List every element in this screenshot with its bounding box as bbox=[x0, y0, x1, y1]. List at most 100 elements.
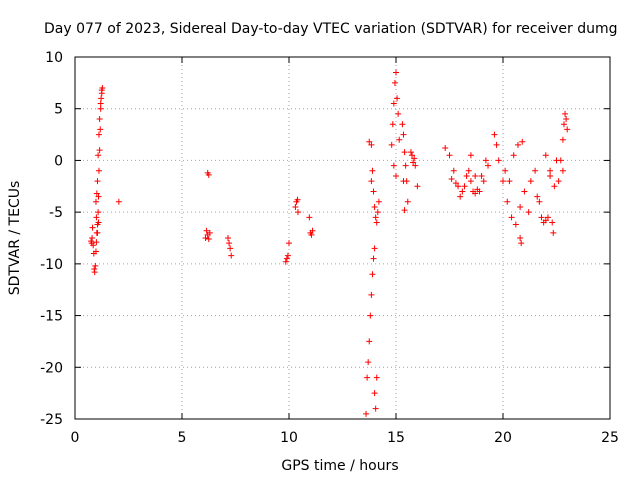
x-tick-label: 5 bbox=[178, 430, 187, 446]
data-point bbox=[448, 176, 455, 183]
data-point bbox=[472, 190, 479, 197]
data-point bbox=[407, 149, 414, 156]
data-point bbox=[559, 167, 566, 174]
data-point bbox=[534, 193, 541, 200]
data-point bbox=[92, 262, 99, 269]
data-point bbox=[532, 167, 539, 174]
data-point bbox=[388, 141, 395, 148]
data-point bbox=[452, 180, 459, 187]
data-point bbox=[365, 359, 372, 366]
data-point bbox=[461, 183, 468, 190]
data-point bbox=[493, 141, 500, 148]
data-point bbox=[446, 152, 453, 159]
data-point bbox=[504, 198, 511, 205]
chart-title: Day 077 of 2023, Sidereal Day-to-day VTE… bbox=[44, 21, 618, 37]
data-point bbox=[549, 219, 556, 226]
data-point bbox=[371, 390, 378, 397]
data-point bbox=[91, 269, 98, 276]
data-point bbox=[94, 178, 101, 185]
data-point bbox=[282, 258, 289, 265]
data-point bbox=[98, 87, 105, 94]
data-point bbox=[93, 239, 100, 246]
data-point bbox=[93, 214, 100, 221]
y-tick-label: 5 bbox=[54, 102, 63, 118]
data-point bbox=[95, 219, 102, 226]
data-point bbox=[396, 136, 403, 143]
data-point bbox=[478, 172, 485, 179]
data-point bbox=[401, 207, 408, 214]
data-point bbox=[372, 405, 379, 412]
data-point bbox=[366, 138, 373, 145]
data-point bbox=[512, 221, 519, 228]
data-point bbox=[294, 196, 301, 203]
data-point bbox=[286, 240, 292, 247]
data-point bbox=[115, 198, 122, 205]
y-axis-label: SDTVAR / TECUs bbox=[7, 181, 23, 296]
data-point bbox=[372, 214, 379, 221]
axis-ticks bbox=[74, 56, 611, 420]
x-tick-label: 25 bbox=[601, 430, 619, 446]
y-tick-label: -20 bbox=[40, 360, 63, 376]
data-point bbox=[98, 95, 105, 102]
data-points bbox=[88, 69, 571, 417]
data-point bbox=[517, 203, 524, 210]
data-point bbox=[485, 162, 492, 169]
data-point bbox=[292, 203, 299, 210]
data-point bbox=[455, 183, 462, 190]
data-point bbox=[457, 193, 464, 200]
data-point bbox=[202, 235, 209, 241]
data-point bbox=[502, 167, 509, 174]
data-point bbox=[97, 105, 104, 112]
data-point bbox=[401, 149, 408, 156]
data-point bbox=[514, 141, 521, 148]
data-point bbox=[96, 147, 103, 154]
data-point bbox=[394, 95, 401, 102]
data-point bbox=[390, 162, 397, 169]
data-point bbox=[560, 121, 567, 128]
data-point bbox=[551, 183, 558, 190]
data-point bbox=[472, 172, 479, 179]
data-point bbox=[90, 242, 97, 249]
data-point bbox=[364, 374, 371, 381]
data-point bbox=[374, 209, 381, 216]
data-point bbox=[527, 178, 534, 185]
data-point bbox=[465, 167, 472, 174]
data-point bbox=[525, 209, 532, 216]
y-tick-label: -25 bbox=[40, 412, 63, 428]
data-point bbox=[519, 138, 526, 145]
data-point bbox=[283, 255, 290, 262]
data-point bbox=[96, 116, 103, 123]
data-point bbox=[391, 79, 398, 86]
data-point bbox=[442, 145, 449, 152]
x-tick-label: 0 bbox=[71, 430, 80, 446]
data-point bbox=[306, 214, 313, 221]
data-point bbox=[393, 69, 399, 76]
data-point bbox=[411, 155, 418, 162]
data-point bbox=[228, 252, 235, 259]
axis-tick-labels: 0 5 10 15 20 25 -25 -20 -15 -10 -5 0 5 10 bbox=[40, 50, 619, 446]
data-point bbox=[366, 338, 373, 345]
data-point bbox=[404, 198, 411, 205]
data-point bbox=[95, 131, 102, 138]
data-point bbox=[97, 100, 104, 107]
data-point bbox=[555, 178, 562, 185]
data-point bbox=[399, 121, 406, 128]
x-tick-label: 20 bbox=[494, 430, 512, 446]
data-point bbox=[538, 214, 545, 221]
data-point bbox=[400, 178, 407, 185]
data-point bbox=[463, 172, 470, 179]
data-point bbox=[491, 131, 498, 138]
data-point bbox=[508, 214, 515, 221]
data-point bbox=[410, 159, 417, 166]
data-point bbox=[480, 178, 487, 185]
y-tick-label: 10 bbox=[45, 50, 63, 66]
data-point bbox=[389, 121, 396, 128]
data-point bbox=[559, 136, 566, 143]
data-point bbox=[564, 126, 571, 133]
data-point bbox=[467, 178, 474, 185]
data-point bbox=[294, 209, 301, 216]
data-point bbox=[368, 178, 375, 185]
data-point bbox=[369, 271, 376, 278]
data-point bbox=[206, 229, 213, 236]
